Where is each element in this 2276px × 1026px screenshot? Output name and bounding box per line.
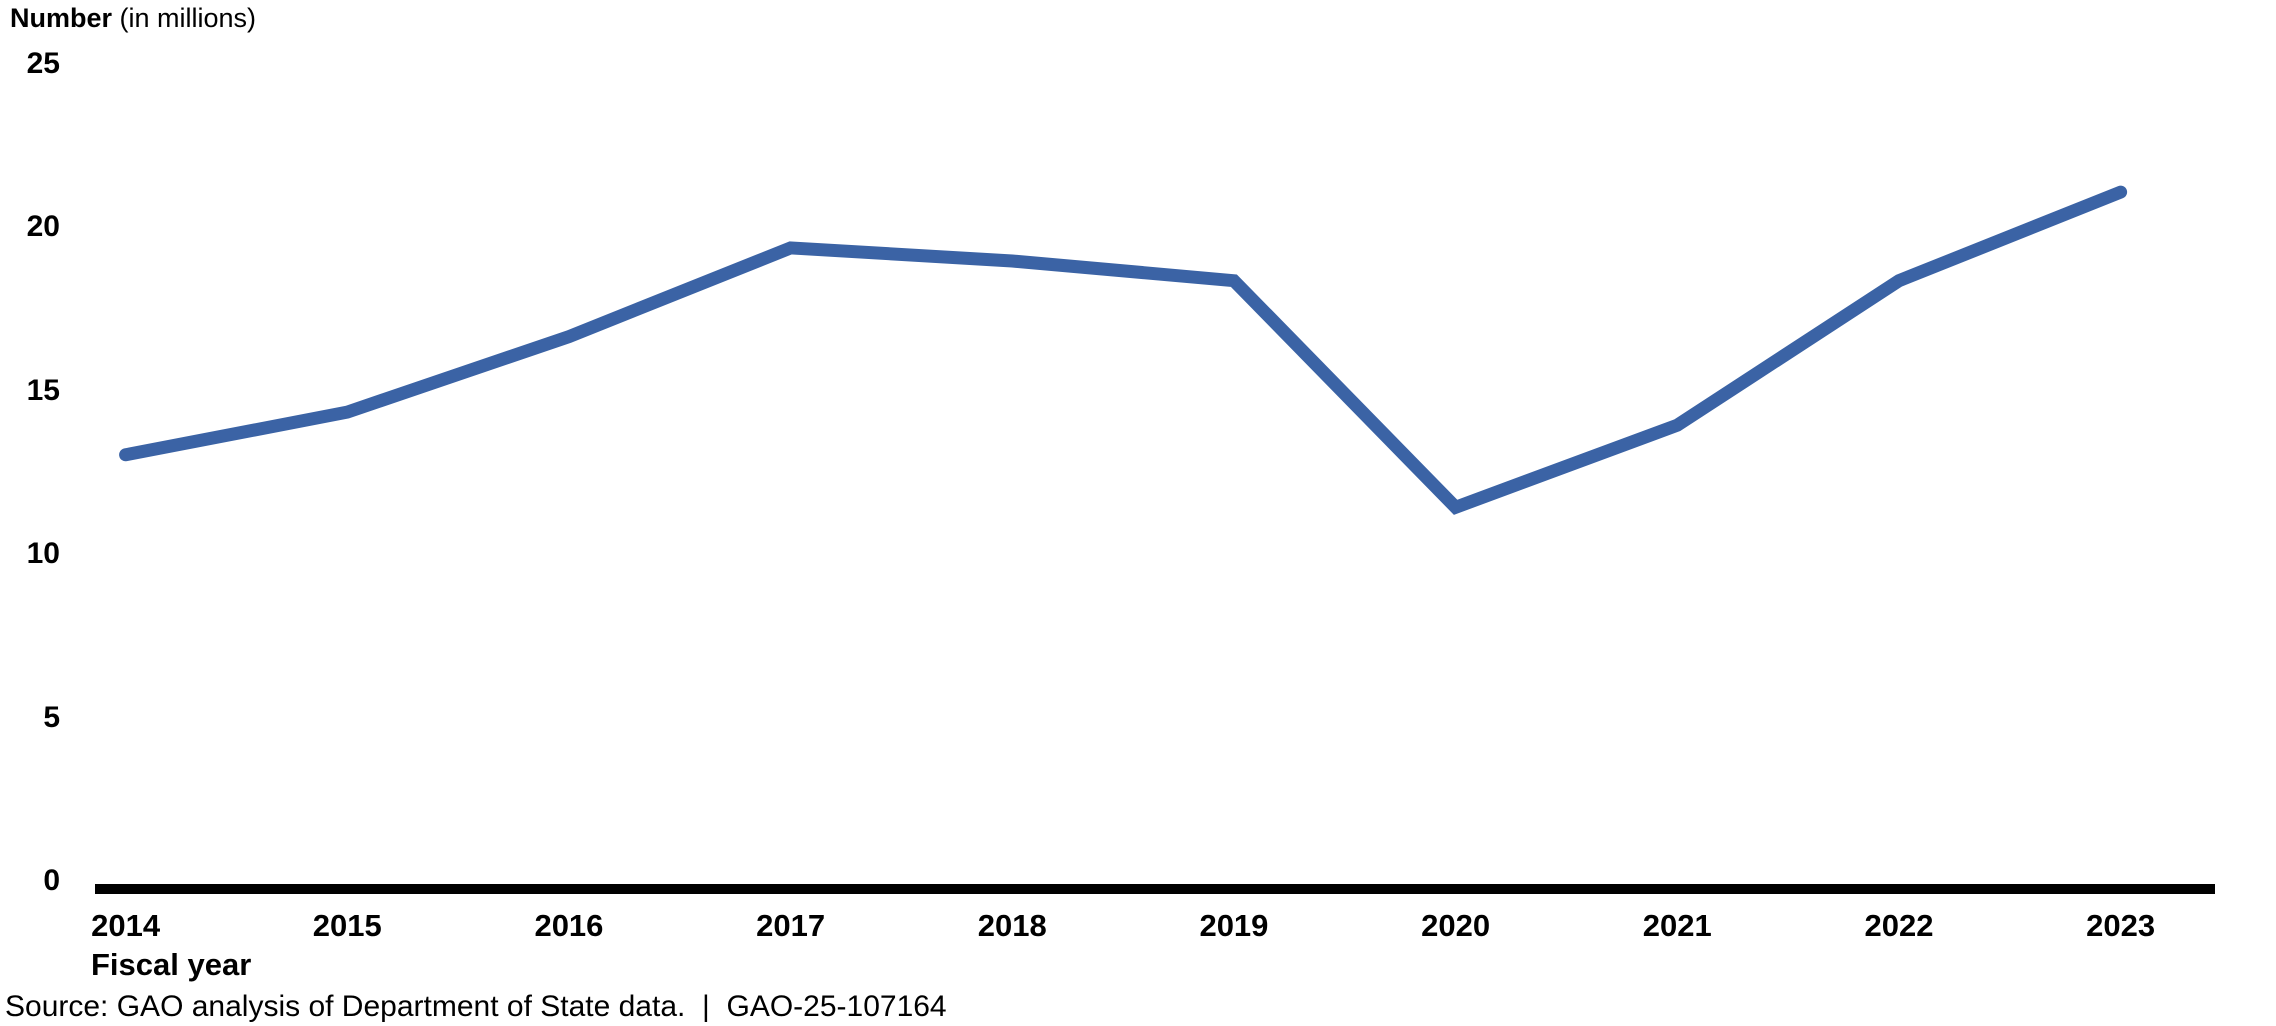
y-axis-tick-value: 5 (43, 700, 60, 734)
y-axis-tick-label: 10 (0, 539, 60, 569)
x-axis-tick-label: 2018 (977, 908, 1047, 943)
source-note: Source: GAO analysis of Department of St… (5, 990, 947, 1023)
x-axis-tick-label: 2020 (1421, 908, 1491, 943)
y-axis-tick-label: 20 (0, 212, 60, 242)
x-axis-tick-label: 2015 (312, 908, 382, 943)
y-axis-tick-label: 25 (0, 46, 60, 80)
y-axis-tick-value: 0 (43, 864, 60, 897)
x-axis-tick-label: 2014 (91, 908, 161, 943)
chart-title-text: Number (10, 3, 113, 33)
x-axis-tick-label: 2022 (1864, 908, 1934, 943)
x-axis-tick-label: 2021 (1642, 908, 1712, 943)
y-axis-tick-label: 15 (0, 373, 60, 407)
data-line (119, 185, 2128, 515)
y-axis-tick-value: 25 (26, 46, 60, 80)
x-axis-tick-label: 2023 (2086, 908, 2156, 943)
x-axis-tick-label: 2019 (1199, 908, 1269, 943)
x-axis-tick-label: 2017 (756, 908, 826, 943)
y-axis-tick-label: 5 (0, 700, 60, 734)
y-axis-tick-value: 10 (26, 537, 60, 570)
y-axis-tick-value: 15 (26, 373, 60, 407)
x-axis-tick-label: 2016 (534, 908, 604, 943)
x-axis-title: Fiscal year (91, 947, 252, 982)
y-axis-tick-value: 20 (26, 210, 60, 243)
chart-title-units: (in millions) (119, 3, 257, 33)
y-axis-tick-label: 0 (0, 866, 60, 896)
chart-title: Number (in millions) (10, 2, 256, 34)
